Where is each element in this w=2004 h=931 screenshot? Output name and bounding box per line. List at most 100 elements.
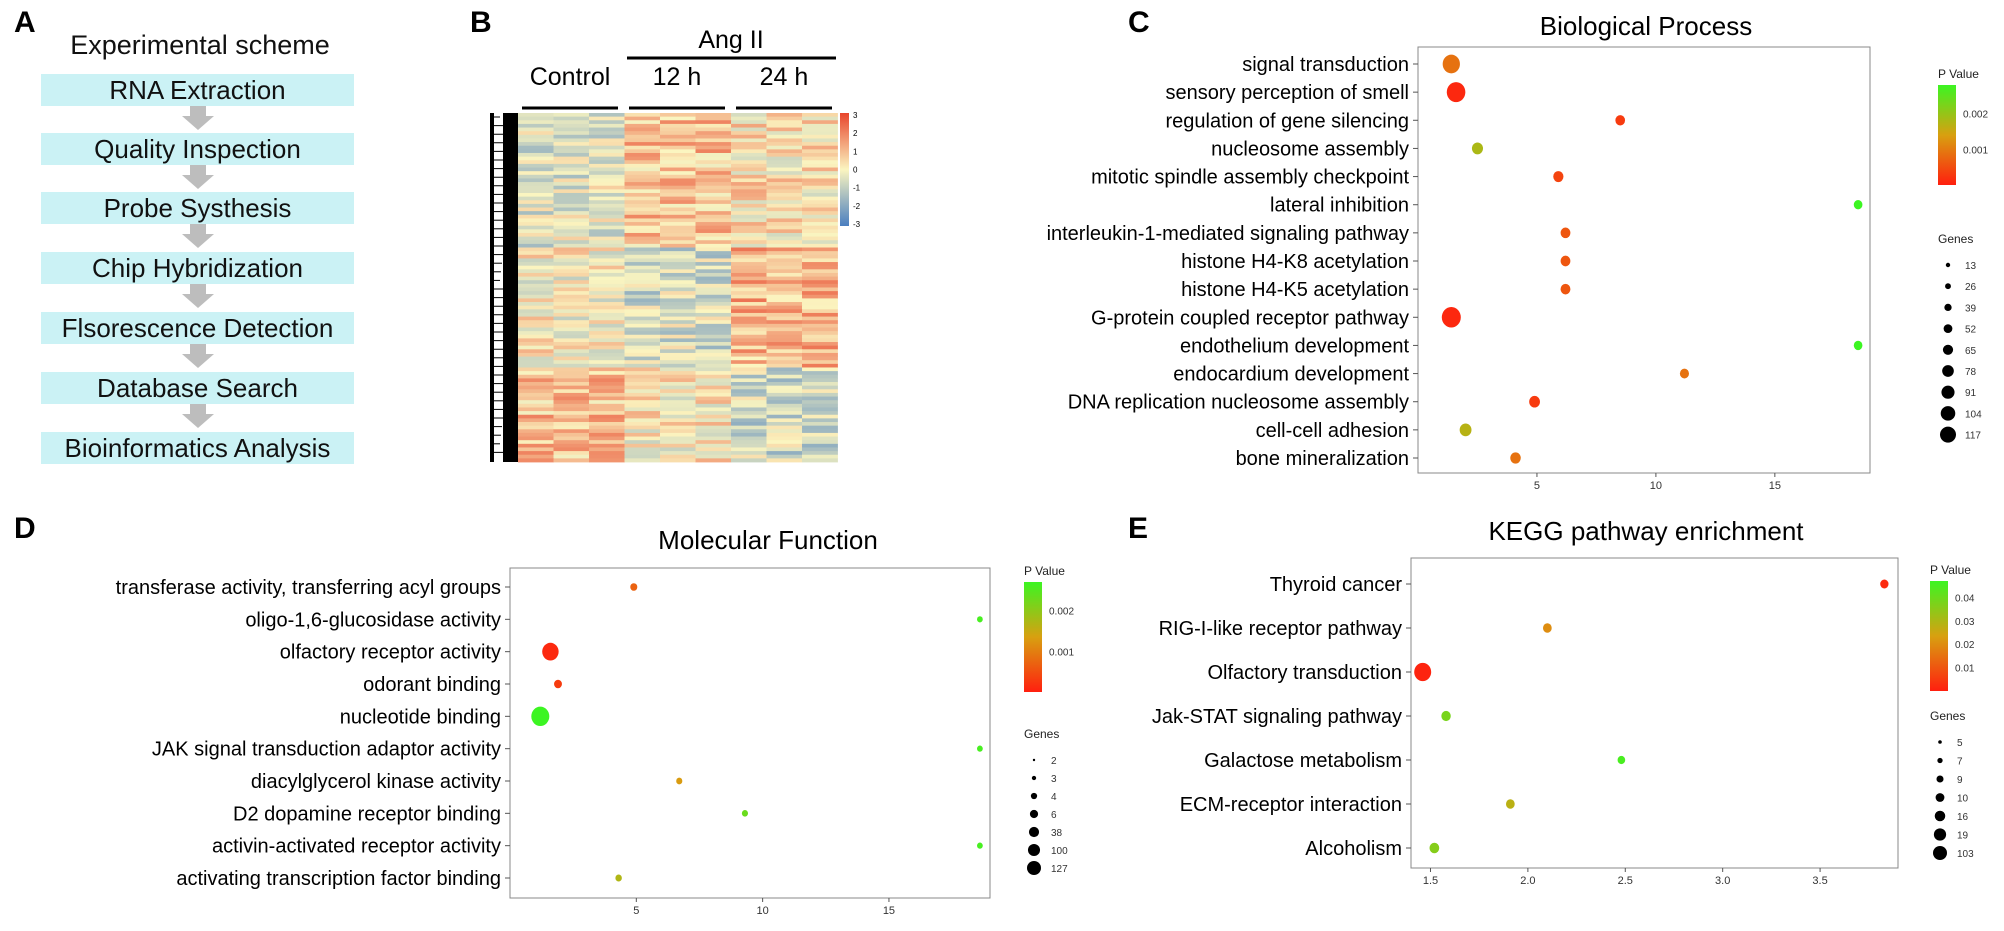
legend-genes-label: 103 [1957,849,1974,860]
heatmap-cell [553,116,590,121]
heatmap-cell [802,116,838,121]
heatmap-cell [553,258,590,263]
heatmap-cell [802,167,838,172]
heatmap-cell [624,367,661,372]
heatmap-cell [731,138,767,143]
heatmap-cell [731,378,767,383]
heatmap-cell [553,454,590,459]
heatmap-cell [731,185,767,190]
heatmap-cell [766,123,803,128]
heatmap-cell [553,142,590,147]
heatmap-cell [766,294,803,299]
heatmap-cell [695,411,732,416]
legend-genes-label: 4 [1051,792,1057,803]
heatmap-cell [518,454,554,459]
heatmap-cell [624,352,661,357]
heatmap-cell [731,192,767,198]
heatmap-cell [624,134,661,139]
legend-genes-label: 9 [1957,775,1963,786]
heatmap-cell [660,447,696,452]
heatmap-cell [660,378,696,383]
heatmap-cell [766,327,803,332]
heatmap-cell [589,113,625,118]
heatmap-cell [624,243,661,248]
heatmap-cell [518,113,554,118]
heatmap-cell [589,422,625,427]
heatmap-cell [731,160,767,165]
heatmap-cell [589,211,625,216]
heatmap-cell [624,247,661,252]
heatmap-cell [518,280,554,285]
heatmap-cell [695,251,732,256]
heatmap-cell [553,360,590,365]
heatmap-cell [766,211,803,216]
heatmap-cell [660,334,696,339]
heatmap-cell [624,149,661,154]
heatmap-cell [731,262,767,267]
heatmap-cell [518,374,554,379]
heatmap-cell [766,142,803,147]
legend-pvalue-title: P Value [1024,564,1065,578]
heatmap-key-tick: 3 [853,111,858,120]
heatmap-cell [802,276,838,281]
heatmap-cell [766,167,803,172]
heatmap-cell [624,222,661,227]
legend-colorbar-label: 0.02 [1955,640,1975,651]
heatmap-cell [660,134,696,139]
heatmap-cell [766,145,803,150]
heatmap-cell [660,363,696,368]
heatmap-cell [624,240,661,245]
heatmap-cell [624,345,661,350]
scheme-step: Database Search [41,372,354,404]
heatmap-cell [518,316,554,321]
bubble-point [1505,799,1515,809]
heatmap-cell [731,323,767,328]
heatmap-cell [660,192,696,198]
heatmap-cell [660,280,696,285]
heatmap-cell [589,291,625,296]
heatmap-cell [731,127,767,132]
category-label: ECM-receptor interaction [1180,794,1402,816]
bubble-point [1853,200,1863,210]
heatmap-cell [695,298,732,303]
heatmap-cell [802,218,838,223]
heatmap-cell [553,283,590,288]
heatmap-cell [624,138,661,143]
x-tick-label: 10 [757,905,769,917]
heatmap-cell [731,203,767,208]
heatmap-cell [695,120,732,125]
heatmap-cell [624,451,661,456]
heatmap-cell [553,247,590,252]
heatmap-cell [766,120,803,125]
heatmap-cell [553,331,590,336]
heatmap-cell [624,174,661,179]
heatmap-cell [731,254,767,259]
heatmap-cell [660,218,696,223]
heatmap-cell [518,385,554,390]
heatmap-cell [766,440,803,445]
category-label: G-protein coupled receptor pathway [1091,307,1409,329]
x-tick-label: 5 [633,905,639,917]
heatmap-cell [624,113,661,118]
scheme-title: Experimental scheme [70,30,330,60]
heatmap-cell [695,163,732,168]
heatmap-cell [660,247,696,252]
legend-genes-dot [1029,809,1039,819]
heatmap-cell [660,185,696,190]
heatmap-cell [518,247,554,252]
heatmap-cell [766,454,803,459]
heatmap-cell [766,403,803,408]
heatmap-cell [695,222,732,227]
bubble-point [1880,579,1889,589]
heatmap-cell [553,298,590,303]
heatmap-cell [802,342,838,347]
heatmap-cell [518,429,554,434]
heatmap-cell [518,189,554,194]
heatmap-cell [518,138,554,143]
heatmap-cell [553,302,590,307]
bubble-point [977,616,983,623]
heatmap-cell [624,349,661,354]
heatmap-cell [660,323,696,328]
heatmap-cell [802,142,838,147]
heatmap-cell [518,323,554,328]
